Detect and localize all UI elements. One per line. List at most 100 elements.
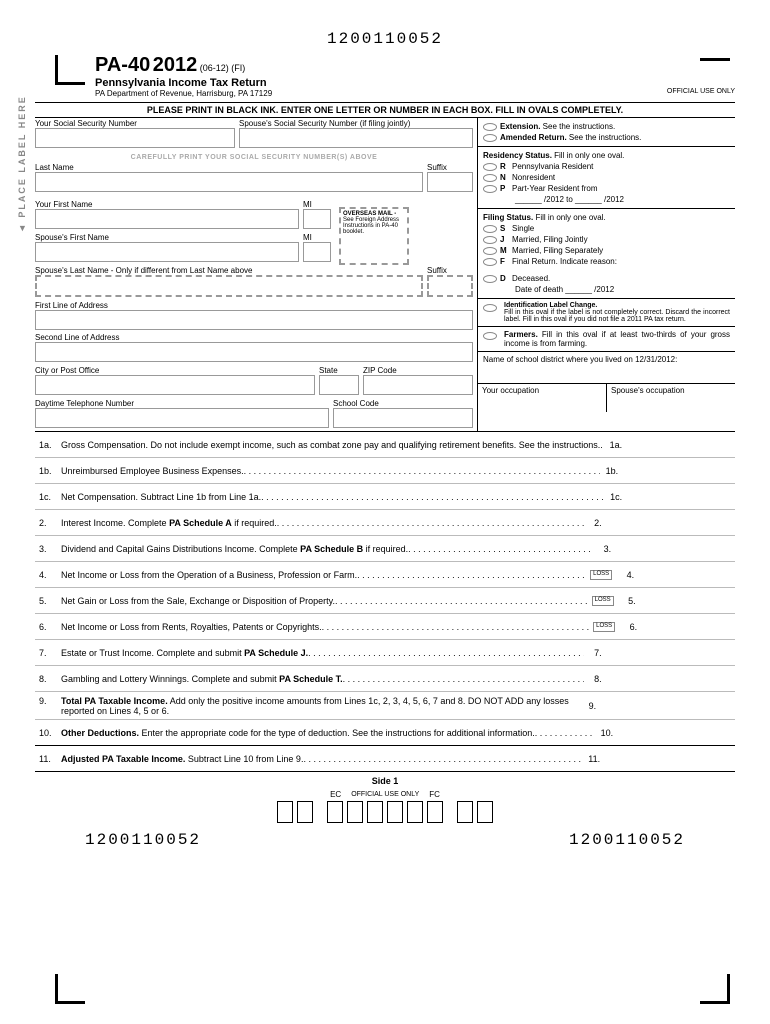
line-10: 10.Other Deductions. Enter the appropria… xyxy=(35,720,735,746)
official-use-only: OFFICIAL USE ONLY xyxy=(667,88,735,95)
line-8-amount[interactable] xyxy=(608,670,735,688)
line-1c-amount[interactable] xyxy=(628,488,735,506)
line-8: 8.Gambling and Lottery Winnings. Complet… xyxy=(35,666,735,692)
addr2-label: Second Line of Address xyxy=(35,333,473,342)
line-11: 11.Adjusted PA Taxable Income. Subtract … xyxy=(35,746,735,772)
line-1a-amount[interactable] xyxy=(628,436,735,454)
city-input[interactable] xyxy=(35,375,315,395)
city-label: City or Post Office xyxy=(35,366,315,375)
crop-mark-br xyxy=(700,974,730,1004)
line-9: 9.Total PA Taxable Income. Add only the … xyxy=(35,692,735,720)
addr1-input[interactable] xyxy=(35,310,473,330)
your-occupation-field[interactable]: Your occupation xyxy=(478,384,607,412)
dept-address: PA Department of Revenue, Harrisburg, PA… xyxy=(95,89,735,98)
crop-mark-bl xyxy=(55,974,85,1004)
residency-n-oval[interactable] xyxy=(483,174,497,182)
phone-input[interactable] xyxy=(35,408,329,428)
ssn-input[interactable] xyxy=(35,128,235,148)
line-1c: 1c.Net Compensation. Subtract Line 1b fr… xyxy=(35,484,735,510)
place-label-here: ◄ PLACE LABEL HERE xyxy=(17,93,27,233)
school-code-label: School Code xyxy=(333,399,473,408)
spouse-mi-label: MI xyxy=(303,233,331,242)
spouse-last-input[interactable] xyxy=(35,275,423,297)
school-code-input[interactable] xyxy=(333,408,473,428)
instruction-bar: PLEASE PRINT IN BLACK INK. ENTER ONE LET… xyxy=(35,102,735,118)
line-5-amount[interactable] xyxy=(642,592,735,610)
official-box-2 xyxy=(347,801,363,823)
residency-r-oval[interactable] xyxy=(483,163,497,171)
farmers-oval[interactable] xyxy=(483,332,497,340)
line-4: 4.Net Income or Loss from the Operation … xyxy=(35,562,735,588)
spouse-mi-input[interactable] xyxy=(303,242,331,262)
filing-d-oval[interactable] xyxy=(483,275,497,283)
line-10-amount[interactable] xyxy=(619,724,735,742)
zip-input[interactable] xyxy=(363,375,473,395)
line-11-amount[interactable] xyxy=(606,750,735,768)
spouse-first-input[interactable] xyxy=(35,242,299,262)
suffix-label: Suffix xyxy=(427,163,473,172)
ssn-label: Your Social Security Number xyxy=(35,119,235,128)
line-2-amount[interactable] xyxy=(608,514,735,532)
spouse-ssn-label: Spouse's Social Security Number (if fili… xyxy=(239,119,473,128)
spouse-occupation-field[interactable]: Spouse's occupation xyxy=(607,384,735,412)
state-label: State xyxy=(319,366,359,375)
spouse-first-label: Spouse's First Name xyxy=(35,233,299,242)
form-header: PA-40 2012 (06-12) (FI) Pennsylvania Inc… xyxy=(95,54,735,98)
first-name-label: Your First Name xyxy=(35,200,299,209)
line-4-amount[interactable] xyxy=(640,566,735,584)
ocr-code-top: 1200110052 xyxy=(35,30,735,48)
amended-oval[interactable] xyxy=(483,134,497,142)
residency-p-oval[interactable] xyxy=(483,185,497,193)
ec-box-1[interactable] xyxy=(277,801,293,823)
spouse-ssn-input[interactable] xyxy=(239,128,473,148)
line-6: 6.Net Income or Loss from Rents, Royalti… xyxy=(35,614,735,640)
filing-m-oval[interactable] xyxy=(483,247,497,255)
page-footer: Side 1 xyxy=(35,772,735,790)
ssn-careful-note: CAREFULLY PRINT YOUR SOCIAL SECURITY NUM… xyxy=(35,154,473,161)
school-district-label: Name of school district where you lived … xyxy=(483,355,677,364)
identity-section: ◄ PLACE LABEL HERE Your Social Security … xyxy=(35,118,735,432)
ec-box-2[interactable] xyxy=(297,801,313,823)
phone-label: Daytime Telephone Number xyxy=(35,399,329,408)
filing-s-oval[interactable] xyxy=(483,225,497,233)
suffix-input[interactable] xyxy=(427,172,473,192)
addr2-input[interactable] xyxy=(35,342,473,362)
line-1b: 1b.Unreimbursed Employee Business Expens… xyxy=(35,458,735,484)
crop-mark-tr xyxy=(700,58,730,61)
mi-label: MI xyxy=(303,200,331,209)
last-name-input[interactable] xyxy=(35,172,423,192)
first-name-input[interactable] xyxy=(35,209,299,229)
filing-f-oval[interactable] xyxy=(483,258,497,266)
ec-fc-boxes: EC OFFICIAL USE ONLY FC xyxy=(35,790,735,799)
official-box-1 xyxy=(327,801,343,823)
overseas-mail-box: OVERSEAS MAIL - See Foreign Address Inst… xyxy=(339,207,409,265)
zip-label: ZIP Code xyxy=(363,366,473,375)
line-6-amount[interactable] xyxy=(643,618,735,636)
form-year: 2012 xyxy=(153,54,198,76)
line-9-amount[interactable] xyxy=(602,697,735,715)
line-1a: 1a.Gross Compensation. Do not include ex… xyxy=(35,432,735,458)
income-lines: 1a.Gross Compensation. Do not include ex… xyxy=(35,432,735,772)
fc-box-1[interactable] xyxy=(457,801,473,823)
extension-oval[interactable] xyxy=(483,123,497,131)
id-label-oval[interactable] xyxy=(483,304,497,312)
form-id: PA-40 xyxy=(95,54,150,76)
fc-box-2[interactable] xyxy=(477,801,493,823)
line-7-amount[interactable] xyxy=(608,644,735,662)
mi-input[interactable] xyxy=(303,209,331,229)
official-box-4 xyxy=(387,801,403,823)
spouse-suffix-label: Suffix xyxy=(427,266,473,275)
line-7: 7.Estate or Trust Income. Complete and s… xyxy=(35,640,735,666)
spouse-last-label: Spouse's Last Name - Only if different f… xyxy=(35,266,423,275)
filing-j-oval[interactable] xyxy=(483,236,497,244)
state-input[interactable] xyxy=(319,375,359,395)
last-name-label: Last Name xyxy=(35,163,423,172)
line-3-amount[interactable] xyxy=(617,540,735,558)
spouse-suffix-input[interactable] xyxy=(427,275,473,297)
line-1b-amount[interactable] xyxy=(624,462,735,480)
form-subtitle: Pennsylvania Income Tax Return xyxy=(95,77,735,89)
crop-mark-tl xyxy=(55,55,85,85)
official-box-3 xyxy=(367,801,383,823)
official-box-5 xyxy=(407,801,423,823)
form-revision: (06-12) (FI) xyxy=(200,63,246,73)
